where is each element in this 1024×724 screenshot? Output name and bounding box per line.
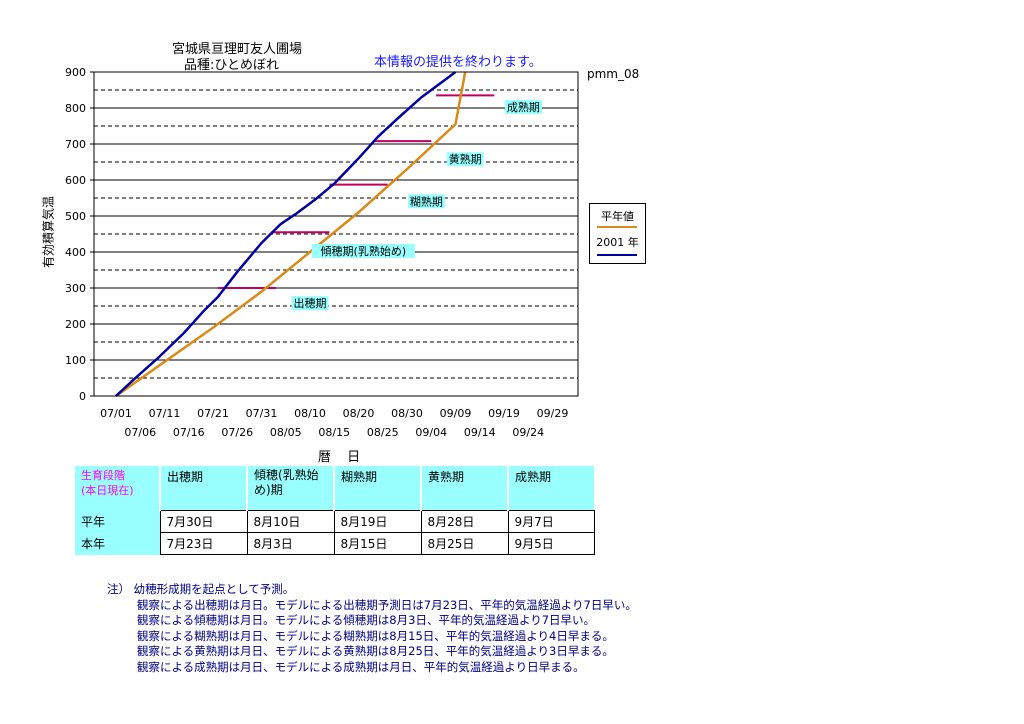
chart-title-location: 宮城県亘理町友人圃場 [172,42,303,57]
chart-series [115,70,467,398]
stage-label: 黄熟期 [449,152,482,166]
table-row: 本年 7月23日 8月3日 8月15日 8月25日 9月5日 [75,532,595,555]
note-line: 観察による成熟期は月日、モデルによる成熟期は月日、平年的気温経過より日早まる。 [137,659,585,674]
table-cell: 8月19日 [333,510,422,533]
row-label: 本年 [75,532,160,555]
stage-label-bg [291,296,329,311]
header-stage-label: 生育段階 [81,469,125,482]
chart-title-variety: 品種:ひとめぼれ [184,58,279,73]
table-cell: 9月5日 [507,532,595,555]
stage-label-bg [504,100,542,114]
table-header-row: 生育段階 (本日現在) 出穂期 傾穂(乳熟始め)期 糊熟期 黄熟期 成熟期 [75,466,594,511]
table-cell: 8月28日 [420,510,509,533]
y-tick-label: 900 [65,66,86,79]
series-line-normal [115,71,467,398]
x-tick-label: 09/09 [440,407,472,420]
x-tick-label: 07/01 [100,407,132,420]
x-tick-label: 09/24 [512,426,544,439]
note-line: 観察による傾穂期は月日。モデルによる傾穂期は8月3日、平年的気温経過より7日早い… [137,613,596,628]
x-tick-label: 07/11 [149,407,181,420]
x-tick-label: 08/05 [270,426,302,439]
x-tick-label: 09/29 [537,407,569,420]
table-header-stage: 生育段階 (本日現在) [75,466,160,511]
table-header-cell: 糊熟期 [333,466,421,511]
y-tick-label: 600 [65,174,86,187]
note-line: 注） 幼穂形成期を起点として予測。 [107,582,295,596]
note-line: 観察による出穂期は月日。モデルによる出穂期予測日は7月23日、平年的気温経過より… [137,597,637,612]
table-cell: 8月15日 [333,532,422,555]
legend-line-2001 [597,254,637,256]
table-cell: 9月7日 [507,510,595,533]
y-tick-label: 100 [65,354,86,367]
prediction-notes: 注） 幼穂形成期を起点として予測。 観察による出穂期は月日。モデルによる出穂期予… [107,582,637,676]
chart-axes: 0 100 200 300 400 500 600 700 800 900 07/01 07/11 07… [65,66,579,439]
table-cell: 7月30日 [159,510,248,533]
x-tick-label: 08/15 [318,426,350,439]
x-tick-label: 09/19 [488,407,520,420]
y-tick-label: 300 [65,282,86,295]
table-cell: 8月25日 [420,532,509,555]
note-line: 観察による糊熟期は月日、モデルによる糊熟期は8月15日、平年的気温経過より4日早… [137,628,614,643]
stage-label-bg [407,194,445,209]
chart-code: pmm_08 [587,67,640,81]
series-line-2001 [115,70,457,397]
chart-legend: 平年値 2001 年 [589,203,646,264]
service-end-notice: 本情報の提供を終わります。 [374,55,542,70]
note-line: 観察による黄熟期は月日、モデルによる黄熟期は8月25日、平年的気温経過より3日早… [137,644,614,659]
y-tick-label: 0 [79,390,86,403]
stage-labels: 出穂期 傾穂期(乳熟始め) 糊熟期 黄熟期 成熟期 [291,100,542,311]
x-tick-label: 08/30 [391,407,423,420]
table-header-cell: 傾穂(乳熟始め)期 [246,466,334,511]
table-header-cell: 成熟期 [507,466,594,511]
table-header-cell: 黄熟期 [420,466,508,511]
stage-label: 成熟期 [507,100,540,114]
row-label: 平年 [75,510,160,533]
table-cell: 8月3日 [246,532,335,555]
x-tick-label: 07/21 [197,407,229,420]
x-tick-label: 07/26 [221,426,253,439]
legend-label-2001: 2001 年 [596,236,639,249]
y-tick-label: 400 [65,246,86,259]
x-tick-label: 08/25 [367,426,399,439]
stage-label: 出穂期 [294,296,327,310]
growth-stage-table: 生育段階 (本日現在) 出穂期 傾穂(乳熟始め)期 糊熟期 黄熟期 成熟期 平年… [75,466,595,555]
stage-label: 傾穂期(乳熟始め) [321,244,407,258]
x-axis-label: 暦 日 [318,450,367,465]
stage-label-bg [446,152,484,167]
table-cell: 8月10日 [246,510,335,533]
y-tick-label: 800 [65,102,86,115]
header-today-label: (本日現在) [81,484,134,497]
legend-label-normal: 平年値 [601,210,634,223]
x-tick-label: 08/20 [343,407,375,420]
x-tick-label: 09/04 [415,426,447,439]
y-tick-label: 700 [65,138,86,151]
y-tick-label: 500 [65,210,86,223]
stage-label-bg [311,244,415,258]
x-tick-label: 09/14 [464,426,496,439]
plot-border [93,71,579,397]
x-tick-label: 07/16 [173,426,205,439]
legend-line-normal [597,226,637,228]
x-tick-label: 08/10 [294,407,326,420]
chart-grid [94,72,578,396]
table-cell: 7月23日 [159,532,248,555]
stage-label: 糊熟期 [410,194,443,208]
table-header-cell: 出穂期 [159,466,247,511]
x-tick-label: 07/31 [246,407,278,420]
y-tick-label: 200 [65,318,86,331]
x-tick-label: 07/06 [124,426,156,439]
table-row: 平年 7月30日 8月10日 8月19日 8月28日 9月7日 [75,510,595,533]
